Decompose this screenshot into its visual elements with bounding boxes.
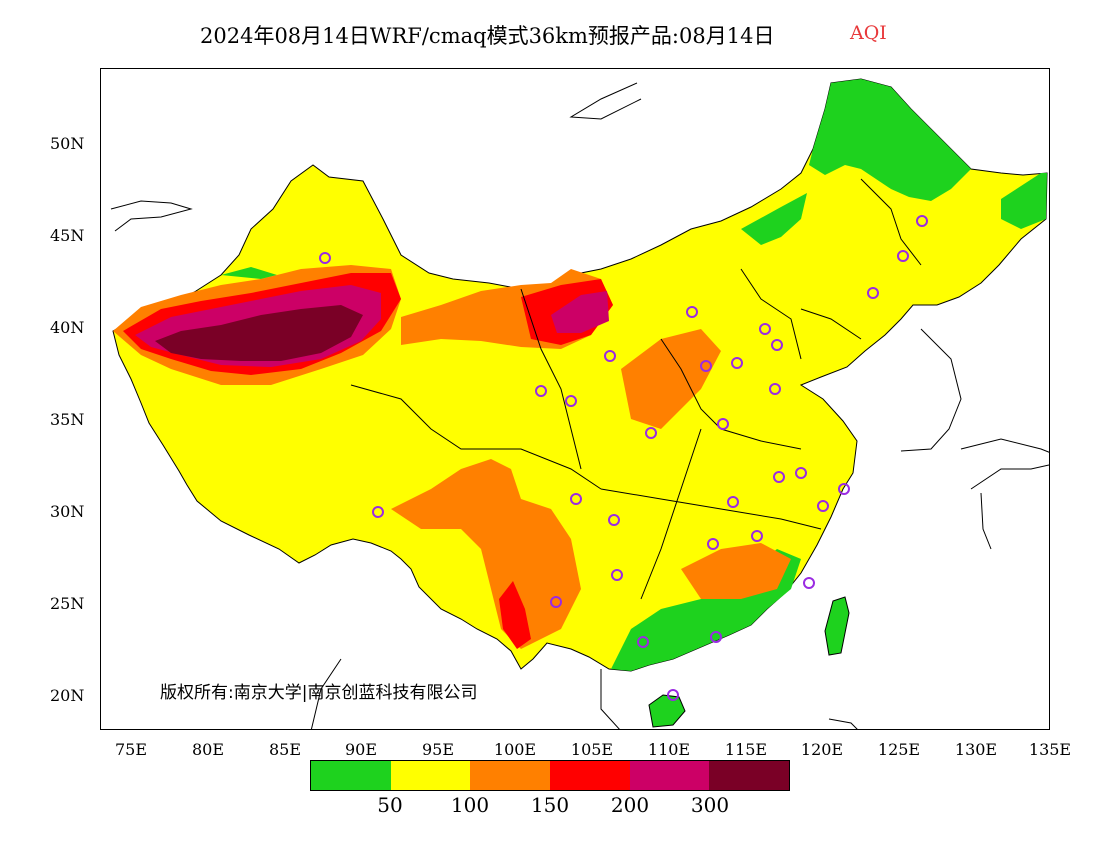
orange-guangxi (681, 543, 791, 599)
y-tick-40n: 40N (50, 318, 85, 337)
y-tick-50n: 50N (50, 134, 85, 153)
copyright-notice: 版权所有:南京大学|南京创蓝科技有限公司 (160, 683, 478, 703)
colorbar-seg-maroon (709, 761, 790, 790)
x-tick-125e: 125E (877, 740, 921, 759)
colorbar-seg-green (311, 761, 391, 790)
hainan-island (648, 694, 686, 728)
x-tick-130e: 130E (954, 740, 998, 759)
x-tick-110e: 110E (647, 740, 691, 759)
red-yunnan (499, 581, 531, 649)
colorbar-seg-purple (629, 761, 710, 790)
aqi-map (110, 78, 1049, 729)
colorbar-label-50: 50 (377, 793, 403, 817)
province-boundaries (350, 178, 922, 600)
y-tick-20n: 20N (50, 686, 85, 705)
colorbar-label-300: 300 (690, 793, 730, 817)
x-tick-90e: 90E (344, 740, 378, 759)
x-tick-115e: 115E (724, 740, 768, 759)
colorbar-label-200: 200 (610, 793, 650, 817)
y-tick-45n: 45N (50, 226, 85, 245)
orange-sichuan (391, 459, 581, 649)
y-tick-30n: 30N (50, 502, 85, 521)
green-north (741, 193, 807, 245)
coastlines (110, 82, 1049, 729)
taiwan-island (824, 596, 850, 656)
x-tick-135e: 135E (1028, 740, 1072, 759)
title-variable: AQI (850, 22, 887, 44)
green-xinjiang (221, 267, 277, 279)
x-tick-95e: 95E (421, 740, 455, 759)
x-tick-75e: 75E (114, 740, 148, 759)
purple-qaidam (551, 291, 609, 333)
colorbar-label-100: 100 (450, 793, 490, 817)
x-tick-85e: 85E (268, 740, 302, 759)
x-tick-100e: 100E (493, 740, 537, 759)
colorbar-seg-red (550, 761, 630, 790)
green-northeast (809, 79, 971, 201)
aqi-colorbar (310, 760, 790, 791)
colorbar-seg-orange (470, 761, 551, 790)
green-east (1001, 173, 1047, 229)
y-tick-25n: 25N (50, 594, 85, 613)
title-main: 2024年08月14日WRF/cmaq模式36km预报产品:08月14日 (200, 24, 775, 48)
y-tick-35n: 35N (50, 410, 85, 429)
colorbar-seg-yellow (390, 761, 471, 790)
maroon-taklamakan (155, 305, 363, 361)
x-tick-80e: 80E (191, 740, 225, 759)
x-tick-105e: 105E (570, 740, 614, 759)
x-tick-120e: 120E (800, 740, 844, 759)
orange-north-china (621, 329, 721, 429)
map-frame (100, 68, 1050, 730)
city-markers (319, 215, 928, 701)
colorbar-label-150: 150 (530, 793, 570, 817)
